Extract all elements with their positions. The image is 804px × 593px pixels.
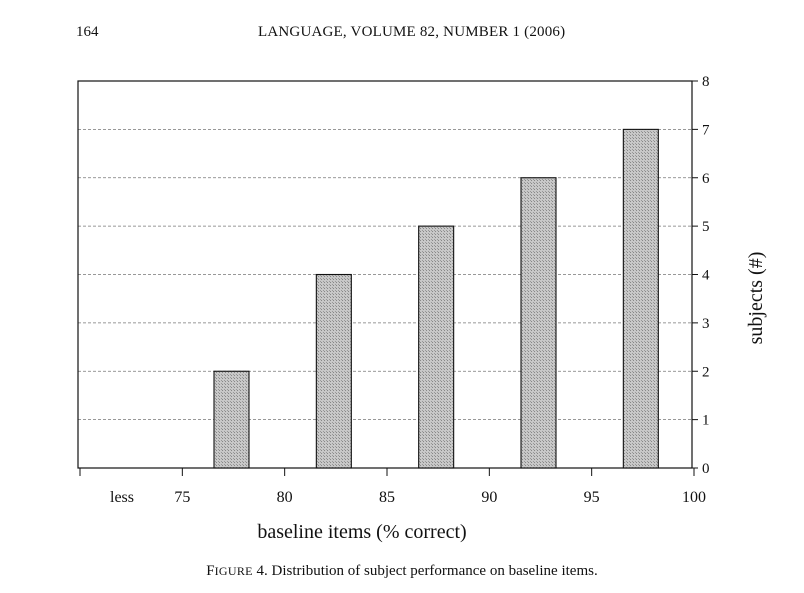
x-axis-title: baseline items (% correct) <box>257 521 466 543</box>
y-tick-label: 5 <box>702 219 710 235</box>
y-tick-label: 7 <box>702 122 710 138</box>
figure-caption: FIGURE 4. Distribution of subject perfor… <box>0 563 804 580</box>
bar <box>315 273 352 469</box>
y-tick-label: 2 <box>702 364 710 380</box>
y-tick-label: 6 <box>702 171 710 187</box>
x-tick-label: 90 <box>481 489 497 506</box>
bar <box>622 128 659 469</box>
y-tick-label: 8 <box>702 74 710 90</box>
running-head: LANGUAGE, VOLUME 82, NUMBER 1 (2006) <box>258 24 566 40</box>
figure-number: 4. <box>252 563 268 579</box>
x-tick-label: 100 <box>682 489 706 506</box>
caption-text: Distribution of subject performance on b… <box>267 563 598 579</box>
bar <box>520 177 557 469</box>
x-tick-label: 95 <box>584 489 600 506</box>
bar <box>213 370 250 469</box>
bar <box>418 225 455 469</box>
y-tick-label: 4 <box>702 268 710 284</box>
y-tick-label: 3 <box>702 316 710 332</box>
page-number: 164 <box>76 24 99 40</box>
x-tick-label: 85 <box>379 489 395 506</box>
y-tick-label: 1 <box>702 413 710 429</box>
x-tick-label: less <box>110 489 134 506</box>
x-tick-label: 75 <box>174 489 190 506</box>
y-axis-title: subjects (#) <box>745 252 767 345</box>
figure-label-smallcaps: IGURE <box>214 564 253 578</box>
x-tick-label: 80 <box>277 489 293 506</box>
figure-label-initial: F <box>206 563 215 579</box>
y-tick-label: 0 <box>702 461 710 477</box>
